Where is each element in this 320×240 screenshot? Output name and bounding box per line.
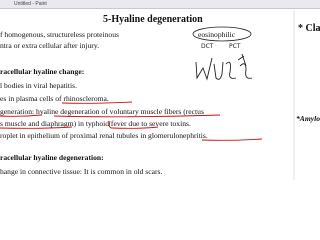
underline <box>0 126 73 129</box>
text-line: roplet in epithelium of proximal renal t… <box>0 131 208 140</box>
text-line: generation: hyaline degeneration of volu… <box>0 107 204 116</box>
text-line: s muscle and diaphragm) in typhoid fever… <box>0 119 191 128</box>
underline <box>201 138 263 141</box>
underline <box>53 114 221 118</box>
window-title: Untitled - Paint <box>14 1 47 7</box>
circle-mark <box>192 26 252 42</box>
underline <box>108 120 159 129</box>
text-line: es in plasma cells of rhinoscleroma. <box>0 94 109 103</box>
text-line: ntra or extra cellular after injury. <box>0 41 100 50</box>
underline <box>61 101 133 104</box>
handwriting: PCT <box>229 43 241 50</box>
title-bar: Untitled - Paint <box>0 0 320 9</box>
annotation-layer <box>0 10 295 180</box>
underline <box>0 114 43 117</box>
circled-word: eosinophilic <box>198 30 236 39</box>
handwriting: DCT <box>201 43 214 50</box>
sketch <box>195 53 253 81</box>
page: Untitled - Paint 5-Hyaline degeneration … <box>0 0 320 180</box>
text-line: racellular hyaline change: <box>0 67 85 76</box>
right-heading: * Clas <box>298 23 320 34</box>
text-line: hange in connective tissue: It is common… <box>0 167 163 176</box>
text-line: l bodies in viral hepatitis. <box>0 81 77 90</box>
right-heading: *Amylo <box>296 114 320 123</box>
text-line: f homogenous, structureless proteinous <box>0 30 119 39</box>
heading: 5-Hyaline degeneration <box>103 14 203 25</box>
text-line: racellular hyaline degeneration: <box>0 153 104 162</box>
